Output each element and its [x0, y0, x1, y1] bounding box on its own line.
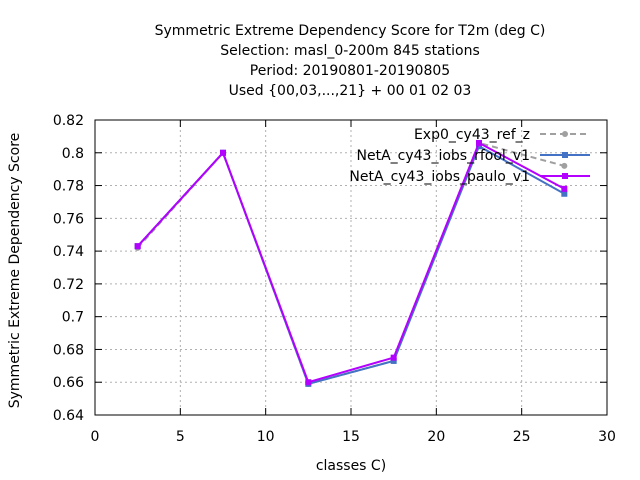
- x-axis-label: classes C): [316, 458, 386, 474]
- grid: [95, 120, 607, 415]
- y-axis-ticks: 0.64 0.66 0.68 0.7 0.72 0.74 0.76 0.78 0.8 0.82: [53, 113, 607, 424]
- data-point: [561, 162, 568, 169]
- legend-label-3: NetA_cy43_iobs_paulo_v1: [349, 169, 530, 185]
- x-axis-ticks: 0 5 10 15 20 25 30: [91, 120, 616, 445]
- legend-label-1: Exp0_cy43_ref_z: [414, 127, 530, 143]
- y-tick-label: 0.7: [62, 310, 84, 326]
- x-tick-label: 10: [257, 429, 275, 445]
- x-tick-label: 30: [598, 429, 616, 445]
- y-tick-label: 0.72: [53, 277, 84, 293]
- x-tick-label: 0: [91, 429, 100, 445]
- x-tick-label: 25: [513, 429, 531, 445]
- y-tick-label: 0.76: [53, 211, 84, 227]
- y-axis-label: Symmetric Extreme Dependency Score: [7, 133, 23, 409]
- chart-title: Symmetric Extreme Dependency Score for T…: [155, 23, 546, 99]
- legend-marker: [562, 173, 568, 179]
- data-point: [476, 139, 482, 146]
- y-tick-label: 0.68: [53, 342, 84, 358]
- title-line-4: Used {00,03,...,21} + 00 01 02 03: [229, 83, 472, 99]
- series-line-3: [136, 141, 565, 384]
- y-tick-label: 0.8: [62, 146, 84, 162]
- y-tick-label: 0.74: [53, 244, 84, 260]
- data-point: [220, 149, 226, 156]
- x-tick-label: 15: [342, 429, 360, 445]
- legend-label-2: NetA_cy43_iobs_rfool_v1: [357, 148, 530, 164]
- y-tick-label: 0.66: [53, 375, 84, 391]
- data-point: [134, 243, 141, 250]
- data-point: [390, 354, 397, 361]
- legend: Exp0_cy43_ref_z NetA_cy43_iobs_rfool_v1 Ne…: [349, 127, 590, 185]
- data-point: [305, 379, 312, 386]
- legend-marker: [562, 152, 568, 158]
- x-tick-label: 5: [176, 429, 185, 445]
- data-point: [476, 143, 482, 150]
- series-line-1: [136, 141, 565, 386]
- y-tick-label: 0.64: [53, 408, 84, 424]
- data-point: [561, 190, 568, 197]
- legend-marker: [562, 131, 568, 137]
- title-line-2: Selection: masl_0-200m 845 stations: [220, 43, 480, 59]
- y-tick-label: 0.78: [53, 179, 84, 195]
- y-tick-label: 0.82: [53, 113, 84, 129]
- title-line-3: Period: 20190801-20190805: [250, 63, 450, 79]
- series: [134, 139, 568, 387]
- data-point: [390, 357, 397, 364]
- x-tick-label: 20: [427, 429, 445, 445]
- data-point: [561, 185, 568, 192]
- title-line-1: Symmetric Extreme Dependency Score for T…: [155, 23, 546, 39]
